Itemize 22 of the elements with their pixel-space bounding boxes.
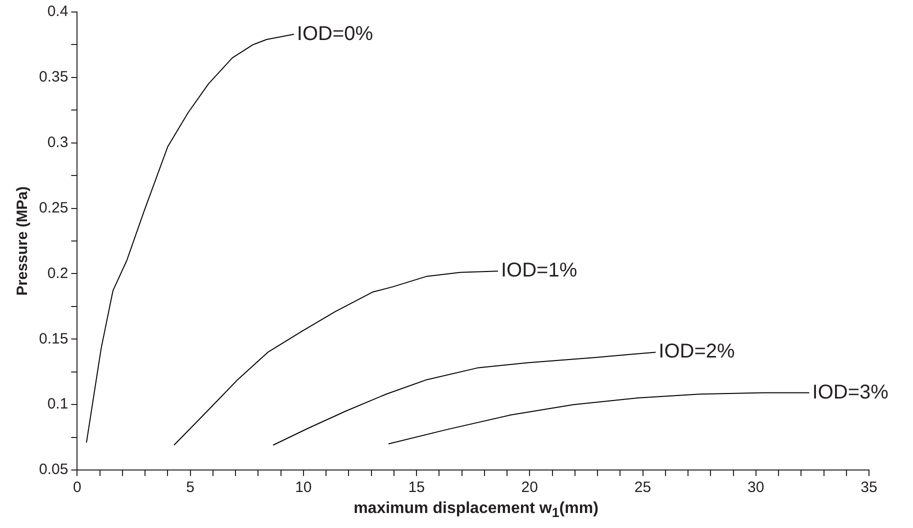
- y-tick-label: 0.4: [47, 3, 68, 20]
- y-tick-label: 0.35: [38, 68, 68, 86]
- x-tick-label: 10: [295, 479, 312, 496]
- x-tick-label: 15: [408, 479, 425, 496]
- x-tick-label: 25: [634, 479, 652, 496]
- x-axis-title: maximum displacement w$_{1}$(mm): [352, 500, 600, 520]
- y-tick-label: 0.3: [47, 134, 68, 151]
- x-tick-label: 35: [860, 479, 878, 496]
- y-tick-label: 0.15: [38, 330, 68, 348]
- y-tick-label: 0.25: [38, 199, 68, 216]
- y-tick-label: 0.05: [38, 461, 68, 478]
- y-tick-label: 0.1: [47, 396, 68, 413]
- series-label: IOD=1%: [500, 260, 578, 282]
- y-tick-label: 0.2: [47, 264, 68, 282]
- x-tick-label: 5: [186, 479, 194, 496]
- series-label: IOD=2%: [658, 340, 736, 363]
- x-tick-label: 20: [521, 479, 538, 496]
- series-label: IOD=3%: [812, 381, 889, 404]
- y-axis-title: Pressure (MPa): [14, 186, 32, 296]
- series-label: IOD=0%: [296, 22, 374, 45]
- x-tick-label: 0: [73, 479, 82, 496]
- x-tick-label: 30: [748, 479, 764, 496]
